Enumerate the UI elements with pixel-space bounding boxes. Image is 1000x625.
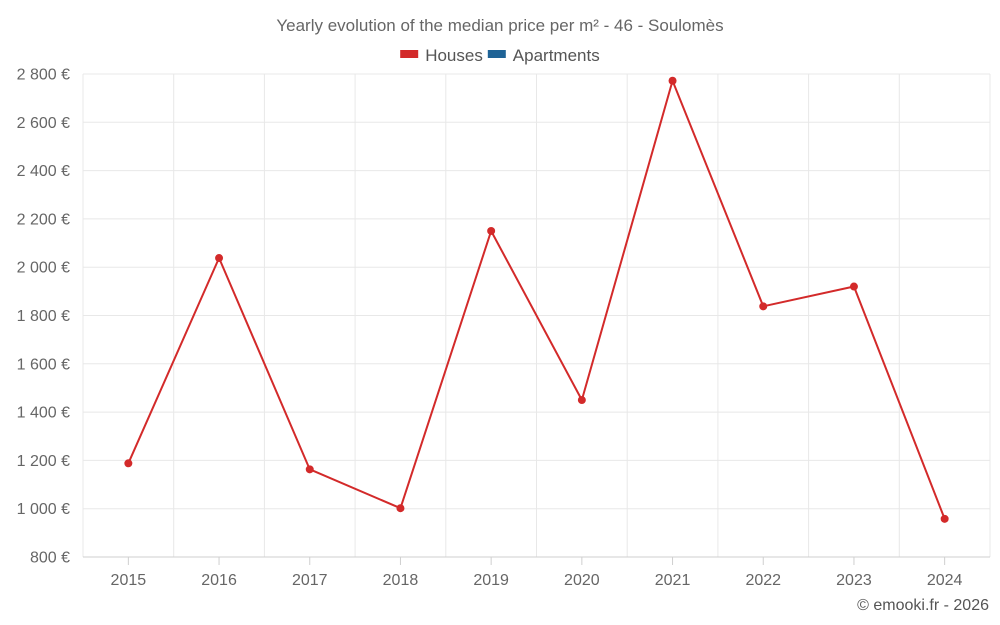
- y-tick-label: 1 400 €: [17, 405, 70, 422]
- x-tick-label: 2021: [655, 572, 691, 589]
- y-tick-label: 2 200 €: [17, 211, 70, 228]
- x-tick-label: 2024: [927, 572, 963, 589]
- x-tick-label: 2016: [201, 572, 237, 589]
- y-tick-label: 1 600 €: [17, 356, 70, 373]
- data-point[interactable]: [849, 282, 858, 291]
- legend-swatch: [487, 50, 506, 58]
- y-tick-label: 1 000 €: [17, 501, 70, 518]
- data-point[interactable]: [577, 396, 586, 405]
- x-tick-label: 2022: [745, 572, 781, 589]
- series-line-houses: [127, 79, 946, 520]
- data-point[interactable]: [668, 76, 677, 85]
- legend-item-houses[interactable]: Houses: [400, 46, 483, 65]
- data-point[interactable]: [940, 514, 949, 523]
- axes: 800 € 1 000 € 1 200 € 1 400 € 1 600 € 1 800 €…: [17, 67, 990, 589]
- x-tick-label: 2020: [564, 572, 600, 589]
- y-tick-label: 2 000 €: [17, 260, 70, 277]
- credit-text: © emooki.fr - 2026: [857, 597, 989, 614]
- legend-label: Apartments: [513, 46, 600, 65]
- data-point[interactable]: [305, 465, 314, 474]
- x-tick-label: 2015: [111, 572, 147, 589]
- y-tick-label: 1 200 €: [17, 453, 70, 470]
- x-tick-label: 2023: [836, 572, 872, 589]
- x-tick-label: 2018: [383, 572, 419, 589]
- y-tick-label: 2 800 €: [17, 67, 70, 84]
- legend-label: Houses: [425, 46, 483, 65]
- x-tick-label: 2019: [473, 572, 509, 589]
- y-tick-label: 1 800 €: [17, 308, 70, 325]
- chart-title: Yearly evolution of the median price per…: [276, 16, 723, 35]
- y-tick-label: 800 €: [30, 550, 70, 567]
- x-tick-label: 2017: [292, 572, 328, 589]
- data-point[interactable]: [759, 302, 768, 311]
- data-point[interactable]: [396, 504, 405, 513]
- y-tick-label: 2 600 €: [17, 115, 70, 132]
- legend-item-apartments[interactable]: Apartments: [487, 46, 600, 65]
- legend: Houses Apartments: [400, 46, 600, 65]
- series-layer: [124, 76, 949, 523]
- data-point[interactable]: [124, 459, 133, 468]
- data-point[interactable]: [215, 254, 224, 263]
- data-point[interactable]: [487, 226, 496, 235]
- y-tick-label: 2 400 €: [17, 163, 70, 180]
- legend-swatch: [400, 50, 419, 58]
